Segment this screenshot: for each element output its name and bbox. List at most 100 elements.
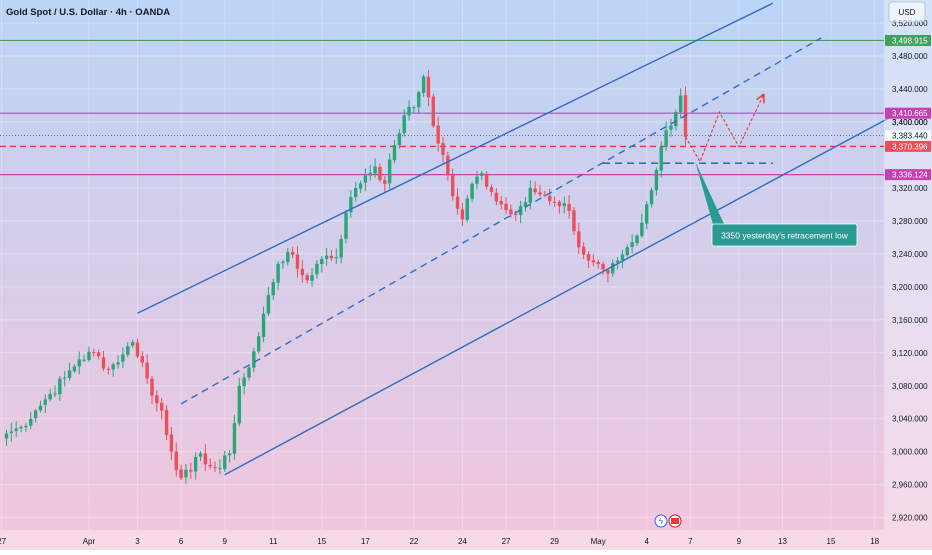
candle-body: [140, 356, 144, 363]
candle: [620, 249, 625, 269]
time-axis[interactable]: [0, 530, 932, 550]
candle: [654, 167, 659, 196]
candle: [504, 197, 508, 215]
candle: [499, 195, 503, 210]
candle-body: [320, 259, 324, 265]
candle: [4, 429, 9, 446]
candle-body: [189, 469, 193, 472]
price-tick-label: 3,480.000: [892, 52, 928, 61]
candle-body: [504, 203, 508, 210]
projected-path[interactable]: [685, 96, 764, 163]
time-tick-label: 29: [550, 537, 559, 546]
lightning-icon: ϟ: [659, 517, 664, 526]
candle-body: [247, 367, 251, 378]
candle: [116, 355, 120, 369]
candle-body: [378, 166, 382, 181]
channel-midline[interactable]: [180, 37, 822, 405]
candle-body: [242, 377, 246, 387]
candle: [276, 261, 280, 290]
candle: [203, 444, 208, 471]
candle: [387, 153, 392, 189]
candle: [169, 427, 174, 461]
symbol-title: Gold Spot / U.S. Dollar · 4h · OANDA: [6, 7, 170, 18]
annotation-callout[interactable]: 3350 yesterday's retracement low: [695, 161, 858, 247]
time-tick-label: 15: [317, 537, 326, 546]
candle-body: [577, 231, 581, 248]
candle: [82, 354, 86, 362]
candle-body: [611, 263, 615, 274]
candle-body: [455, 196, 460, 209]
candle: [358, 180, 363, 194]
candle-body: [305, 275, 309, 281]
price-tick-label: 2,960.000: [892, 481, 928, 490]
candle-body: [155, 395, 159, 404]
candle-body: [460, 209, 465, 220]
candle: [494, 188, 499, 206]
candle: [339, 234, 343, 264]
candle: [378, 163, 382, 183]
candle: [96, 349, 101, 360]
channel-lines[interactable]: [137, 2, 890, 476]
candle: [38, 400, 43, 413]
candle: [470, 181, 474, 203]
price-axis-labels: 2,920.000 2,960.000 3,000.000 3,040.000 3,08…: [892, 19, 928, 523]
candle-body: [126, 346, 130, 355]
channel-boundary-line[interactable]: [137, 2, 774, 314]
candle: [567, 195, 571, 219]
candle-body: [286, 252, 290, 263]
candle: [48, 388, 52, 402]
price-axis[interactable]: [884, 0, 932, 530]
candle: [548, 188, 552, 206]
candle: [24, 422, 28, 432]
time-tick-label: 9: [223, 537, 228, 546]
callout-pointer: [695, 161, 724, 228]
candle-body: [174, 451, 178, 471]
candle: [286, 248, 290, 266]
candle: [611, 259, 615, 277]
candle-body: [548, 195, 552, 202]
candle-body: [421, 76, 426, 93]
candle-body: [92, 351, 96, 353]
earnings-event-icon[interactable]: [654, 514, 668, 528]
candle-body: [9, 431, 14, 433]
price-tick-label: 3,200.000: [892, 283, 928, 292]
candle: [659, 141, 663, 178]
candle-body: [489, 187, 494, 193]
candle: [150, 376, 154, 404]
candle: [533, 181, 537, 195]
price-tick-label: 2,920.000: [892, 514, 928, 523]
candle-body: [266, 295, 271, 314]
candle: [363, 168, 368, 192]
candle: [586, 251, 591, 269]
candle: [581, 241, 586, 260]
candle: [101, 351, 106, 371]
channel-boundary-line[interactable]: [224, 117, 890, 476]
candle-body: [397, 133, 402, 146]
candle-body: [344, 212, 348, 239]
event-icons[interactable]: ϟ: [654, 514, 682, 528]
candle: [669, 118, 673, 137]
candle: [523, 196, 528, 212]
candle: [383, 176, 387, 193]
candle: [281, 259, 285, 269]
candle-body: [329, 255, 334, 259]
candle-body: [567, 203, 571, 212]
candle: [14, 421, 18, 438]
candle-body: [446, 155, 450, 175]
price-tick-label: 3,520.000: [892, 19, 928, 28]
currency-button[interactable]: USD: [888, 1, 926, 23]
candle: [135, 338, 140, 359]
candle: [489, 184, 494, 197]
candle: [557, 200, 562, 214]
grid-lines: [0, 0, 884, 530]
projected-price-path[interactable]: [685, 96, 764, 163]
candle-body: [591, 260, 596, 263]
candle: [111, 362, 115, 377]
price-tick-label: 3,440.000: [892, 85, 928, 94]
callout-box[interactable]: [711, 223, 858, 247]
candle-body: [417, 92, 421, 108]
candle-body: [116, 362, 120, 365]
candle: [266, 286, 271, 317]
